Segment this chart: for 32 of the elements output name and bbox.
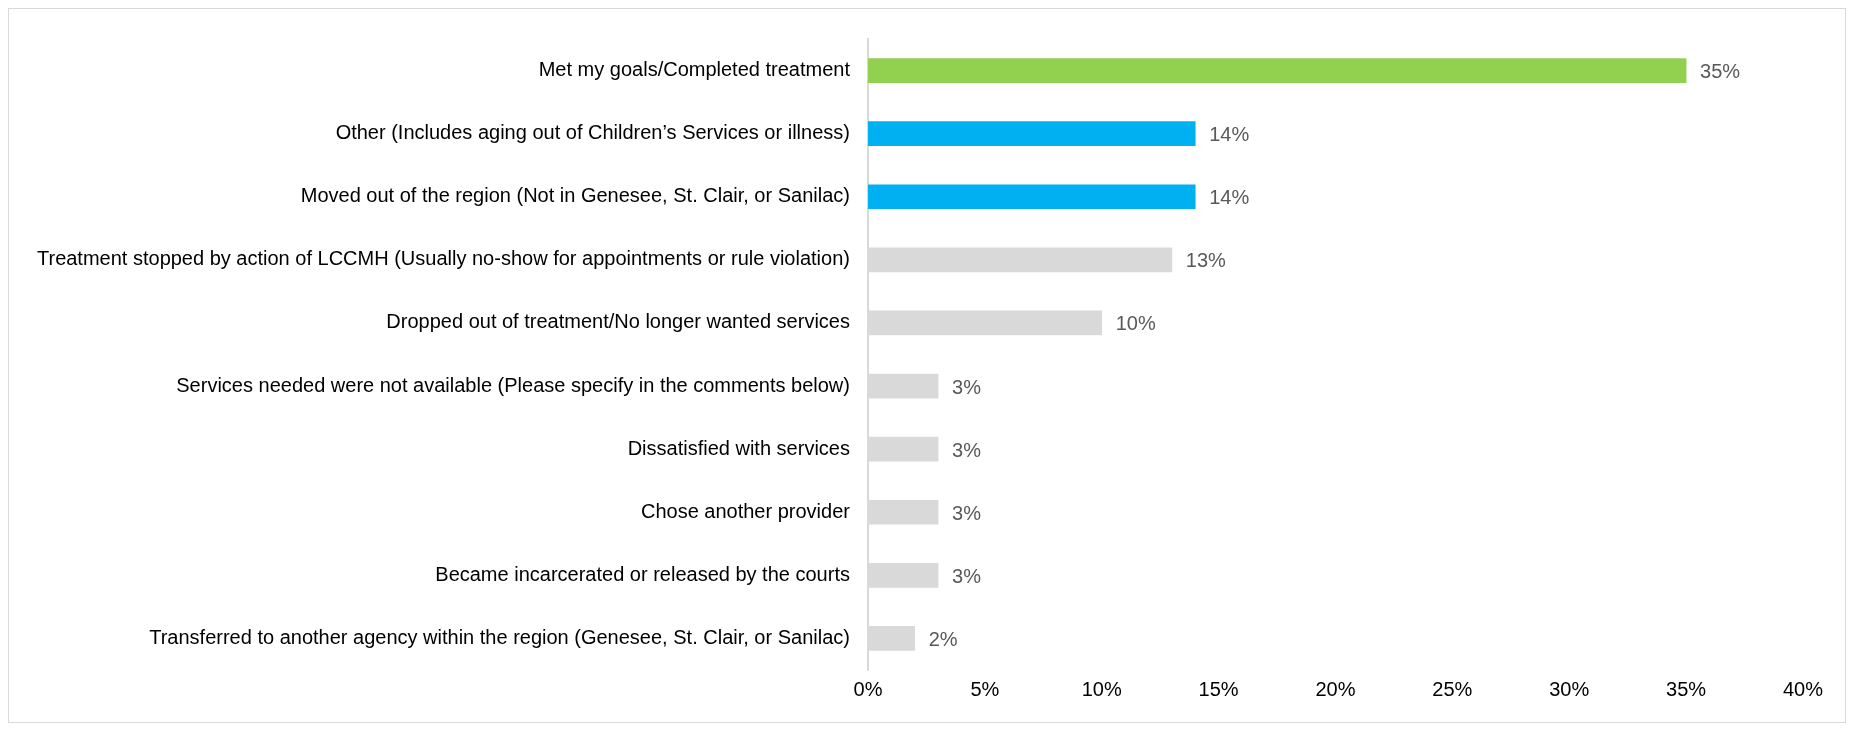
- y-tick-label: Dropped out of treatment/No longer wanted services: [386, 310, 850, 333]
- data-label: 3%: [952, 564, 982, 587]
- data-label: 3%: [952, 501, 982, 524]
- x-tick-label: 35%: [1666, 677, 1707, 700]
- x-tick-label: 5%: [970, 677, 1000, 700]
- x-tick-label: 25%: [1432, 677, 1473, 700]
- x-tick-label: 0%: [853, 677, 883, 700]
- data-label: 3%: [952, 375, 982, 398]
- data-label: 35%: [1700, 60, 1741, 83]
- x-tick-label: 10%: [1081, 677, 1122, 700]
- x-tick-label: 40%: [1782, 677, 1824, 700]
- bar: [867, 121, 1196, 146]
- data-label: 14%: [1209, 186, 1250, 209]
- bar: [867, 58, 1687, 83]
- y-tick-label: Services needed were not available (Please specify in the comments below): [176, 373, 850, 396]
- data-label: 13%: [1185, 249, 1227, 272]
- y-tick-label: Chose another provider: [640, 499, 851, 522]
- y-tick-label: Became incarcerated or released by the courts: [435, 562, 850, 585]
- x-tick-label: 20%: [1315, 677, 1356, 700]
- bar: [867, 184, 1196, 210]
- x-tick-label: 30%: [1549, 677, 1590, 700]
- data-label: 3%: [952, 438, 982, 461]
- y-tick-label: Moved out of the region (Not in Genesee, St. Clair, or Sanilac): [300, 184, 850, 207]
- data-label: 2%: [928, 627, 958, 650]
- y-tick-label: Treatment stopped by action of LCCMH (Usually no-show for appointments or rule violation): [36, 247, 850, 270]
- y-tick-label: Other (Includes aging out of Children’s Services or illness): [335, 121, 850, 144]
- data-label: 14%: [1209, 123, 1250, 146]
- y-tick-label: Met my goals/Completed treatment: [538, 58, 851, 81]
- data-label: 10%: [1115, 312, 1156, 335]
- y-tick-label: Transferred to another agency within the region (Genesee, St. Clair, or Sanilac): [149, 625, 850, 648]
- x-tick-label: 15%: [1198, 677, 1239, 700]
- y-tick-label: Dissatisfied with services: [627, 436, 850, 459]
